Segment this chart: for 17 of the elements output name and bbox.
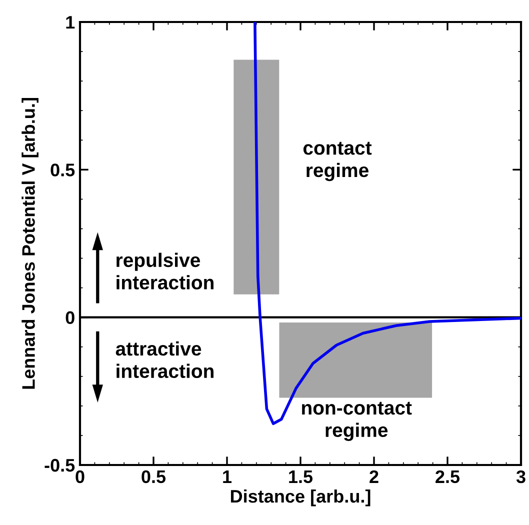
y-axis-title: Lennard Jones Potential V [arb.u.]: [22, 98, 38, 389]
x-tick-label: 3: [516, 470, 526, 484]
x-tick-label: 1.5: [289, 470, 313, 484]
y-tick-label: 1: [66, 16, 75, 29]
x-tick-label: 1: [223, 470, 232, 483]
annotation: contact regime: [303, 142, 372, 182]
y-tick-label: 0: [66, 311, 74, 324]
annotation: non-contact regime: [302, 402, 412, 441]
x-tick-label: 0.5: [142, 470, 166, 484]
annotation: attractive interaction: [116, 341, 214, 378]
y-tick-label: 0.5: [50, 164, 75, 176]
x-tick-label: 2: [370, 470, 378, 483]
x-tick-label: 2.5: [436, 470, 460, 484]
x-axis-title: Distance [arb.u.]: [230, 489, 370, 506]
x-tick-label: 0: [76, 470, 84, 484]
annotation: repulsive interaction: [116, 252, 214, 290]
y-tick-label: -0.5: [44, 458, 75, 472]
